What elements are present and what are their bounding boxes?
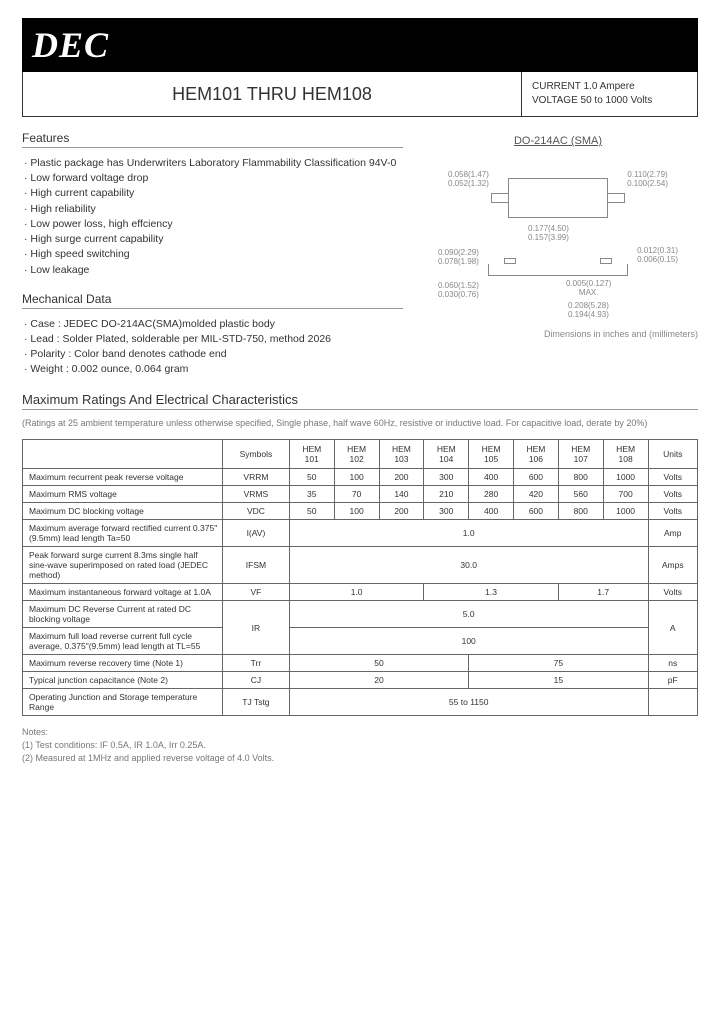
feature-item: · Plastic package has Underwriters Labor… [22,156,403,171]
mech-list: · Case : JEDEC DO-214AC(SMA)molded plast… [22,317,403,378]
diagram-title: DO-214AC (SMA) [418,135,698,147]
dim-d7: 0.005(0.127)MAX. [566,279,611,297]
notes-h: Notes: [22,726,698,739]
table-row: Maximum DC blocking voltageVDC5010020030… [23,503,698,520]
table-row: Maximum recurrent peak reverse voltageVR… [23,469,698,486]
table-header-row: SymbolsHEM101HEM102HEM103HEM104HEM105HEM… [23,440,698,469]
mech-item: · Polarity : Color band denotes cathode … [22,347,403,362]
col-header: HEM103 [379,440,424,469]
table-body: Maximum recurrent peak reverse voltageVR… [23,469,698,716]
col-header: HEM101 [289,440,334,469]
note-2: (2) Measured at 1MHz and applied reverse… [22,752,698,765]
spec-voltage: VOLTAGE 50 to 1000 Volts [532,94,687,108]
table-row: Maximum full load reverse current full c… [23,628,698,655]
table-row: Maximum average forward rectified curren… [23,520,698,547]
col-header: Units [648,440,697,469]
ratings-sub: (Ratings at 25 ambient temperature unles… [22,418,698,430]
diagram-col: DO-214AC (SMA) 0.058(1.47)0.052(1.32) 0.… [418,117,698,378]
table-row: Maximum DC Reverse Current at rated DC b… [23,601,698,628]
feature-item: · High speed switching [22,247,403,262]
title-row: HEM101 THRU HEM108 CURRENT 1.0 Ampere VO… [22,72,698,117]
ratings-heading: Maximum Ratings And Electrical Character… [22,392,698,410]
diagram-top: 0.058(1.47)0.052(1.32) 0.110(2.79)0.100(… [418,153,698,243]
mech-item: · Lead : Solder Plated, solderable per M… [22,332,403,347]
logo: DEC [32,24,688,66]
table-row: Peak forward surge current 8.3ms single … [23,547,698,584]
feature-item: · High reliability [22,202,403,217]
table-row: Typical junction capacitance (Note 2)CJ2… [23,672,698,689]
dim-d3: 0.177(4.50)0.157(3.99) [528,224,569,242]
col-header: HEM105 [469,440,514,469]
feature-item: · High surge current capability [22,232,403,247]
col-header: HEM107 [558,440,603,469]
mech-heading: Mechanical Data [22,292,403,309]
dim-d8: 0.208(5.28)0.194(4.93) [568,301,609,319]
col-header: HEM106 [514,440,559,469]
dim-d2: 0.110(2.79)0.100(2.54) [627,170,668,188]
col-header: HEM108 [603,440,648,469]
feature-item: · Low forward voltage drop [22,171,403,186]
ratings-table: SymbolsHEM101HEM102HEM103HEM104HEM105HEM… [22,439,698,716]
dim-d4: 0.012(0.31)0.006(0.15) [637,246,678,264]
spec-current: CURRENT 1.0 Ampere [532,80,687,94]
notes: Notes: (1) Test conditions: IF 0.5A, IR … [22,726,698,764]
header-black: DEC [22,18,698,72]
feature-item: · Low power loss, high effciency [22,217,403,232]
col-header: HEM104 [424,440,469,469]
features-heading: Features [22,131,403,148]
dim-d1: 0.058(1.47)0.052(1.32) [448,170,489,188]
title-main: HEM101 THRU HEM108 [23,72,522,116]
feature-item: · Low leakage [22,263,403,278]
feature-item: · High current capability [22,186,403,201]
col-header: HEM102 [334,440,379,469]
content-row: Features · Plastic package has Underwrit… [22,117,698,378]
diagram-bot: 0.012(0.31)0.006(0.15) 0.090(2.29)0.078(… [418,243,698,323]
dim-d5: 0.090(2.29)0.078(1.98) [438,248,479,266]
table-row: Maximum instantaneous forward voltage at… [23,584,698,601]
note-1: (1) Test conditions: IF 0.5A, IR 1.0A, I… [22,739,698,752]
table-row: Maximum RMS voltageVRMS35701402102804205… [23,486,698,503]
mech-item: · Case : JEDEC DO-214AC(SMA)molded plast… [22,317,403,332]
col-header: Symbols [223,440,290,469]
table-row: Maximum reverse recovery time (Note 1)Tr… [23,655,698,672]
features-list: · Plastic package has Underwriters Labor… [22,156,403,278]
mech-item: · Weight : 0.002 ounce, 0.064 gram [22,362,403,377]
table-row: Operating Junction and Storage temperatu… [23,689,698,716]
title-specs: CURRENT 1.0 Ampere VOLTAGE 50 to 1000 Vo… [522,72,697,116]
dim-note: Dimensions in inches and (millimeters) [418,329,698,339]
dim-d6: 0.060(1.52)0.030(0.76) [438,281,479,299]
